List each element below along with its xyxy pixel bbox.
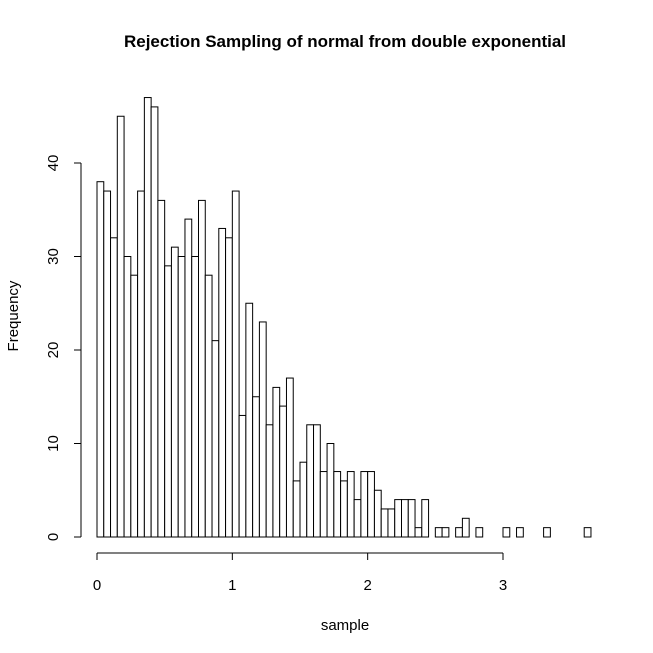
histogram-bar	[96, 181, 105, 538]
histogram-bar	[387, 508, 396, 538]
histogram-bar	[116, 115, 125, 538]
histogram-bar	[184, 218, 193, 538]
histogram-bar	[204, 274, 213, 538]
y-tick-label: 0	[45, 533, 62, 541]
histogram-bar	[434, 527, 443, 538]
histogram-bar	[211, 340, 220, 538]
histogram-bar	[346, 471, 355, 538]
histogram-bar	[231, 190, 240, 538]
histogram-bar	[103, 190, 112, 538]
x-axis: 0 1 2 3	[93, 552, 507, 594]
histogram-bar	[218, 227, 227, 538]
chart-title: Rejection Sampling of normal from double…	[124, 32, 566, 51]
histogram-bar	[292, 480, 301, 538]
histogram-bar	[353, 499, 362, 538]
y-tick-label: 30	[45, 248, 62, 265]
x-tick-label: 3	[499, 577, 507, 594]
histogram-bar	[319, 471, 328, 538]
y-tick-label: 20	[45, 342, 62, 359]
histogram-bar	[252, 396, 260, 538]
histogram-bar	[543, 527, 551, 538]
histogram-bar	[502, 527, 511, 538]
histogram-bar	[198, 199, 206, 538]
histogram-bar	[157, 199, 166, 538]
histogram-bar	[143, 97, 152, 538]
histogram-bar	[583, 527, 592, 538]
histogram-bar	[407, 499, 416, 538]
histogram-bar	[414, 527, 423, 538]
x-tick-label: 2	[363, 577, 371, 594]
y-tick-label: 10	[45, 435, 62, 452]
histogram-bar	[401, 499, 409, 538]
histogram-bar	[245, 302, 254, 538]
histogram-bar	[272, 386, 281, 538]
histogram-bar	[285, 377, 294, 538]
histogram-bar	[306, 424, 315, 538]
histogram-bar	[225, 237, 233, 538]
histogram-bar	[191, 256, 200, 538]
histogram-bar	[313, 424, 321, 538]
histogram-bar	[367, 471, 375, 538]
histogram-bars	[96, 97, 592, 538]
histogram-bar	[516, 527, 524, 538]
histogram-bar	[360, 471, 369, 538]
histogram-bar	[130, 274, 139, 538]
histogram-bar	[455, 527, 463, 538]
histogram-bar	[326, 443, 335, 538]
histogram-bar	[258, 321, 267, 538]
histogram-bar	[441, 527, 450, 538]
histogram-bar	[123, 256, 132, 538]
histogram-bar	[299, 461, 308, 538]
y-axis: 0 10 20 30 40	[45, 155, 82, 541]
histogram-bar	[110, 237, 118, 538]
histogram-bar	[150, 106, 159, 538]
histogram-bar	[421, 499, 430, 538]
histogram-bar	[380, 508, 389, 538]
x-axis-label: sample	[321, 617, 369, 634]
histogram-bar	[475, 527, 484, 538]
histogram-bar	[170, 246, 179, 538]
histogram-bar	[461, 517, 470, 538]
histogram-bar	[164, 265, 172, 538]
histogram-bar	[238, 414, 247, 538]
histogram-bar	[279, 405, 287, 538]
x-tick-label: 1	[228, 577, 236, 594]
y-axis-label: Frequency	[5, 280, 22, 351]
histogram-bar	[340, 480, 348, 538]
histogram-bar	[373, 489, 382, 538]
y-tick-label: 40	[45, 155, 62, 172]
histogram-bar	[394, 499, 403, 538]
histogram-bar	[333, 471, 342, 538]
histogram-bar	[265, 424, 274, 538]
histogram-bar	[137, 190, 145, 538]
histogram-bar	[177, 256, 186, 538]
x-tick-label: 0	[93, 577, 101, 594]
